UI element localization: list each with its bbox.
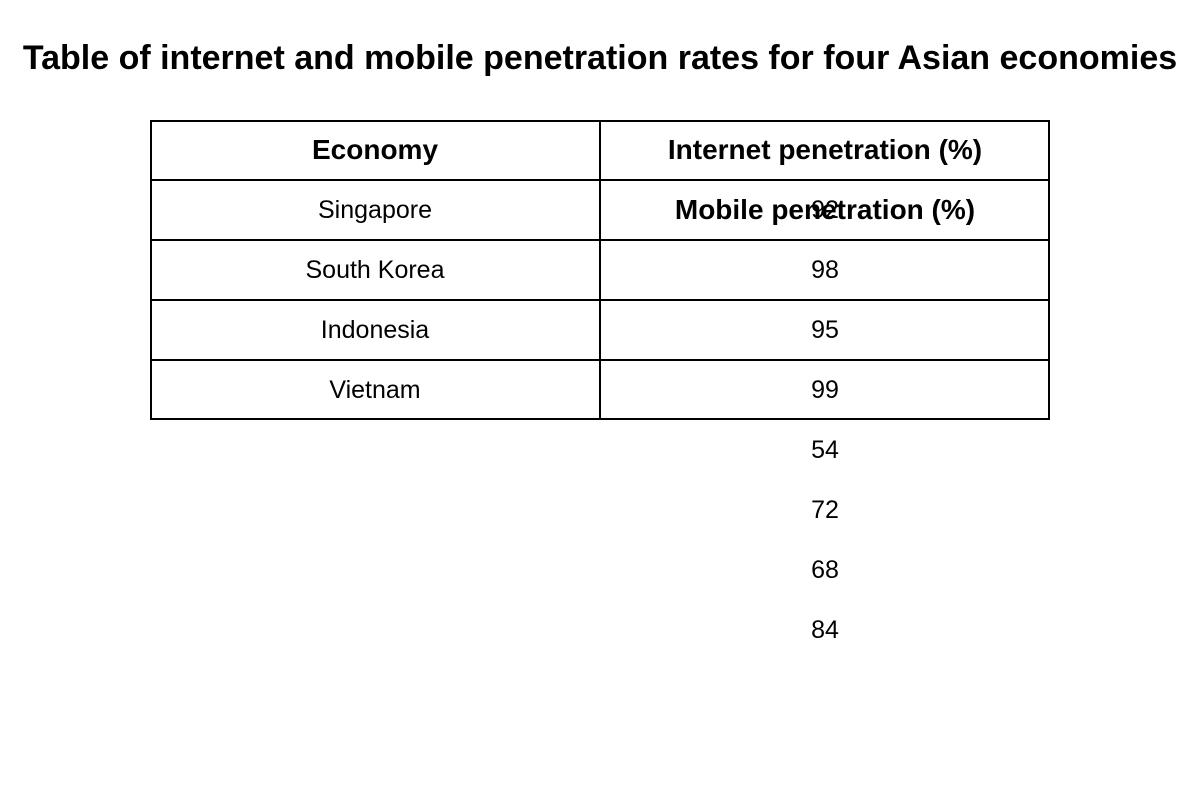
header-internet-penetration: Internet penetration (%) bbox=[667, 134, 983, 165]
economy-cell: Indonesia bbox=[320, 316, 430, 344]
economy-cell: Vietnam bbox=[329, 376, 421, 404]
mobile-value-cell: 72 bbox=[811, 496, 839, 524]
economy-cell: South Korea bbox=[305, 256, 445, 284]
table-title: Table of internet and mobile penetration… bbox=[22, 39, 1178, 77]
internet-value-cell: 92 bbox=[811, 196, 839, 224]
mobile-value-cell: 68 bbox=[811, 556, 839, 584]
mobile-value-cell: 54 bbox=[811, 436, 839, 464]
internet-value-cell: 98 bbox=[811, 256, 839, 284]
internet-value-cell: 95 bbox=[811, 316, 839, 344]
header-economy: Economy bbox=[311, 134, 439, 165]
column-divider bbox=[599, 120, 601, 420]
mobile-value-cell: 84 bbox=[811, 616, 839, 644]
header-mobile-penetration: Mobile penetration (%) bbox=[674, 194, 976, 225]
economy-cell: Singapore bbox=[318, 196, 432, 224]
internet-value-cell: 99 bbox=[811, 376, 839, 404]
